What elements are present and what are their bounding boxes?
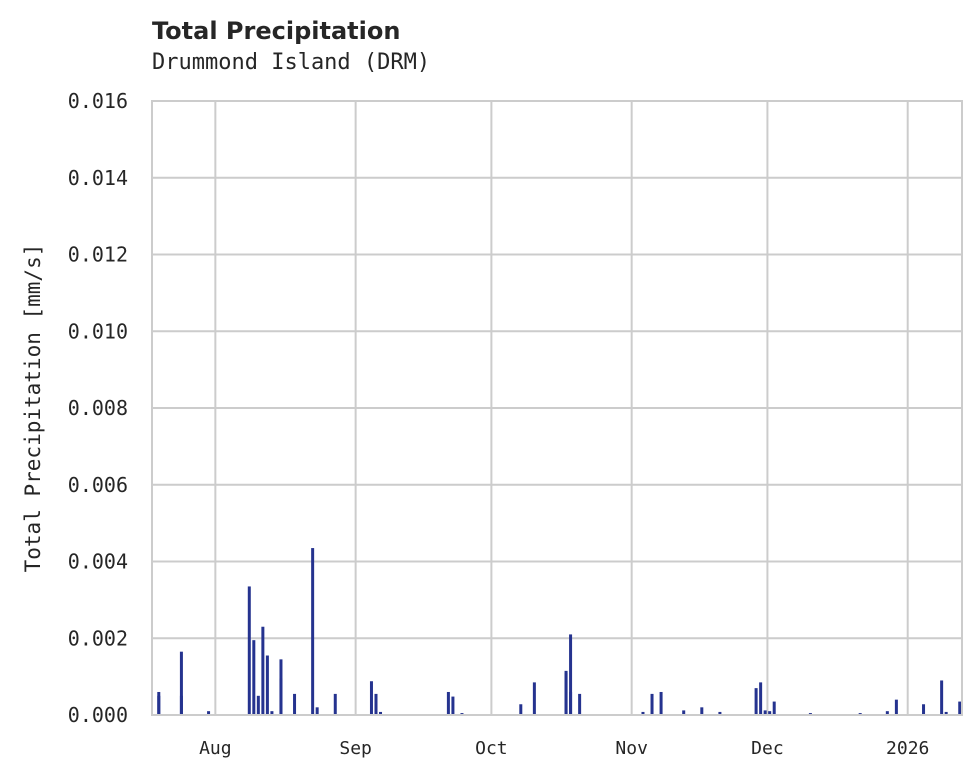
precip-bar [754,688,758,715]
plot-frame [151,100,963,716]
precip-bar [179,651,183,715]
precip-bar [772,701,776,715]
precip-bar [700,707,704,715]
x-tick-label: Nov [615,738,648,759]
precip-bar [659,691,663,715]
precip-bar [641,711,645,715]
precip-bar [944,711,948,715]
precip-bar [682,710,686,715]
precip-bar [519,704,523,715]
y-tick-label: 0.004 [68,550,128,574]
precip-bar [894,699,898,715]
precip-bar [578,693,582,715]
x-axis-ticks: Aug Sep Oct Nov Dec 2026 [199,738,929,759]
x-tick-label: 2026 [886,738,929,759]
precip-bar [759,682,763,715]
precip-bar [315,707,319,715]
precip-bar [247,586,251,715]
precip-bar [265,655,269,715]
precip-bar [940,680,944,715]
precip-bar [446,691,450,715]
grid-lines [152,100,962,716]
y-tick-label: 0.008 [68,396,128,420]
precipitation-bars [157,548,962,715]
precip-bar [532,682,536,715]
precip-bar [252,640,256,715]
y-tick-label: 0.000 [68,703,128,727]
precip-bar [564,670,568,715]
precip-bar [293,693,297,715]
y-tick-label: 0.012 [68,243,128,267]
y-tick-label: 0.016 [68,89,128,113]
precip-bar [922,704,926,715]
x-tick-label: Dec [751,738,784,759]
precip-bar [650,693,654,715]
precip-bar [569,691,573,715]
chart-subtitle: Drummond Island (DRM) [152,50,431,75]
precip-bar [369,681,373,715]
y-axis-ticks: 0.000 0.002 0.004 0.006 0.008 0.010 0.012 0.014… [68,89,128,727]
precip-bar [379,711,383,715]
precip-bar [718,711,722,715]
precip-bar [763,710,767,715]
precip-bar [333,693,337,715]
x-tick-label: Oct [475,738,508,759]
y-tick-label: 0.002 [68,626,128,650]
precip-bar [270,711,274,715]
precip-bar [157,695,161,715]
precip-bar [958,701,962,715]
y-tick-label: 0.014 [68,166,128,190]
precip-bar [768,711,772,715]
x-tick-label: Aug [199,738,232,759]
precip-bar [569,634,573,715]
precip-bar [451,696,455,715]
y-tick-label: 0.006 [68,473,128,497]
precip-bar [374,693,378,715]
precip-bar [256,695,260,715]
precip-bar [885,711,889,715]
y-tick-label: 0.010 [68,319,128,343]
x-tick-label: Sep [339,738,372,759]
chart-title: Total Precipitation [152,17,401,45]
precip-bar [207,711,211,715]
precip-bar [261,626,265,715]
precip-bar [311,548,315,715]
precip-bar [279,678,283,715]
